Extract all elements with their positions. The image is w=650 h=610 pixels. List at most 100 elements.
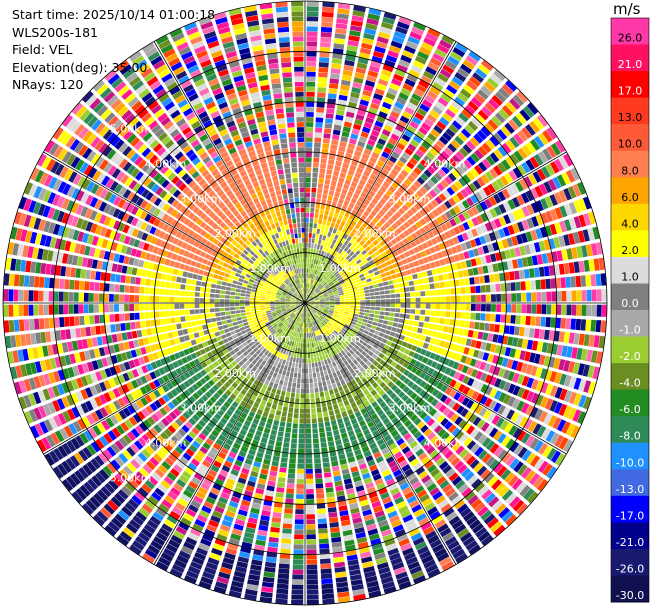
ppi-cell — [306, 16, 319, 22]
ppi-cell — [382, 193, 390, 201]
ppi-cell — [390, 214, 398, 222]
ppi-cell — [341, 167, 348, 174]
ppi-cell — [188, 444, 198, 453]
ppi-cell — [322, 6, 335, 13]
ppi-cell — [484, 210, 493, 220]
ppi-cell — [306, 519, 316, 525]
ppi-cell — [316, 244, 321, 250]
ppi-cell — [424, 350, 432, 358]
ppi-cell — [287, 478, 295, 484]
ppi-cell — [383, 434, 392, 442]
ppi-cell — [498, 368, 506, 378]
ppi-cell — [330, 333, 335, 338]
ppi-cell — [429, 449, 439, 459]
ppi-cell — [273, 338, 279, 344]
ppi-cell — [390, 168, 399, 177]
ppi-cell — [434, 401, 443, 410]
ppi-cell — [312, 367, 316, 373]
ppi-cell — [563, 439, 573, 453]
ppi-cell — [443, 507, 455, 518]
ppi-cell — [342, 69, 353, 77]
ppi-cell — [413, 417, 422, 426]
ppi-cell — [390, 40, 403, 49]
ppi-cell — [129, 544, 142, 555]
ppi-cell — [467, 474, 479, 486]
ppi-cell — [66, 394, 75, 406]
ppi-cell — [229, 350, 236, 356]
ppi-cell — [329, 305, 335, 308]
ppi-cell — [399, 366, 406, 374]
ppi-cell — [306, 559, 318, 565]
ppi-cell — [364, 289, 370, 294]
ppi-cell — [373, 205, 381, 213]
ppi-cell — [267, 358, 272, 364]
ppi-cell — [413, 279, 419, 285]
ppi-cell — [466, 399, 475, 409]
ppi-cell — [541, 342, 549, 353]
ppi-cell — [368, 397, 376, 404]
ppi-cell — [321, 339, 326, 344]
ppi-cell — [306, 51, 317, 57]
ppi-cell — [548, 265, 555, 276]
ppi-cell — [257, 425, 264, 432]
ppi-cell — [135, 471, 146, 482]
ppi-cell — [576, 290, 582, 302]
ppi-cell — [213, 342, 220, 348]
ppi-cell — [299, 327, 301, 333]
ppi-cell — [274, 378, 280, 384]
ppi-cell — [224, 328, 230, 334]
ppi-cell — [106, 462, 117, 474]
ppi-cell — [383, 221, 391, 229]
ppi-cell — [508, 119, 519, 131]
ppi-cell — [317, 254, 321, 260]
ppi-cell — [554, 192, 563, 204]
ppi-cell — [301, 368, 305, 374]
ppi-cell — [330, 367, 336, 373]
ppi-cell — [517, 387, 526, 398]
ppi-cell — [291, 325, 295, 331]
ppi-cell — [149, 442, 159, 452]
ppi-cell — [397, 173, 406, 182]
ppi-cell — [595, 351, 603, 364]
ppi-cell — [294, 337, 298, 342]
ppi-cell — [248, 411, 256, 418]
ppi-cell — [432, 186, 441, 195]
ppi-cell — [314, 314, 318, 319]
ppi-cell — [506, 186, 515, 197]
ppi-cell — [497, 146, 508, 157]
ppi-cell — [345, 305, 350, 308]
ppi-cell — [508, 425, 518, 436]
ppi-cell — [337, 325, 343, 330]
ppi-cell — [312, 438, 319, 444]
ppi-cell — [388, 284, 395, 290]
ppi-cell — [380, 225, 387, 232]
ppi-cell — [318, 173, 325, 179]
ppi-cell — [305, 237, 308, 243]
ppi-cell — [274, 502, 283, 508]
ppi-cell — [298, 322, 301, 328]
ppi-cell — [383, 285, 390, 290]
ppi-cell — [481, 304, 486, 312]
ppi-cell — [567, 186, 577, 199]
ppi-cell — [327, 279, 332, 284]
ppi-cell — [280, 548, 291, 554]
ppi-cell — [368, 341, 375, 347]
ppi-cell — [309, 317, 311, 323]
ppi-cell — [469, 358, 477, 367]
ppi-cell — [320, 563, 332, 569]
ppi-cell — [260, 416, 267, 423]
ppi-cell — [330, 345, 335, 351]
ppi-cell — [272, 512, 282, 518]
ppi-cell — [383, 344, 390, 351]
ppi-cell — [383, 586, 397, 594]
ppi-cell — [318, 381, 323, 388]
ppi-cell — [418, 470, 428, 480]
ppi-cell — [465, 295, 471, 302]
ppi-cell — [505, 101, 517, 114]
ppi-cell — [306, 307, 309, 313]
ppi-cell — [504, 172, 514, 184]
ppi-cell — [547, 179, 557, 191]
ppi-cell — [325, 252, 330, 258]
ppi-cell — [318, 62, 329, 68]
ppi-cell — [299, 423, 305, 429]
